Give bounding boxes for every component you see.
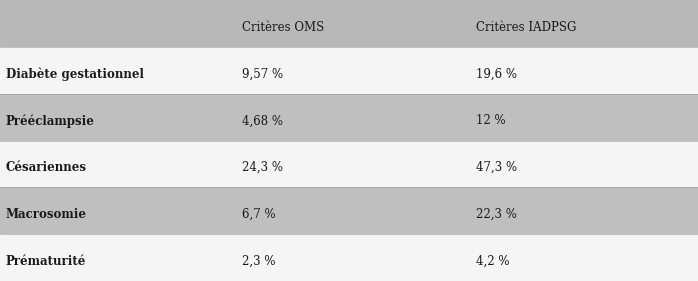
Bar — [0, 0, 698, 47]
Bar — [0, 140, 698, 187]
Text: 4,68 %: 4,68 % — [242, 114, 283, 127]
Bar — [0, 234, 698, 281]
Text: 2,3 %: 2,3 % — [242, 255, 276, 268]
Bar — [0, 187, 698, 234]
Text: 12 %: 12 % — [476, 114, 505, 127]
Text: 19,6 %: 19,6 % — [476, 67, 517, 80]
Text: Prématurité: Prématurité — [6, 255, 86, 268]
Text: 9,57 %: 9,57 % — [242, 67, 283, 80]
Text: 22,3 %: 22,3 % — [476, 208, 517, 221]
Text: Prééclampsie: Prééclampsie — [6, 114, 94, 128]
Bar — [0, 47, 698, 94]
Text: Diabète gestationnel: Diabète gestationnel — [6, 67, 144, 81]
Text: 47,3 %: 47,3 % — [476, 161, 517, 174]
Text: Critères OMS: Critères OMS — [242, 21, 325, 34]
Text: 4,2 %: 4,2 % — [476, 255, 510, 268]
Text: Critères IADPSG: Critères IADPSG — [476, 21, 577, 34]
Text: 6,7 %: 6,7 % — [242, 208, 276, 221]
Text: Césariennes: Césariennes — [6, 161, 87, 174]
Text: Macrosomie: Macrosomie — [6, 208, 87, 221]
Text: 24,3 %: 24,3 % — [242, 161, 283, 174]
Bar — [0, 94, 698, 140]
